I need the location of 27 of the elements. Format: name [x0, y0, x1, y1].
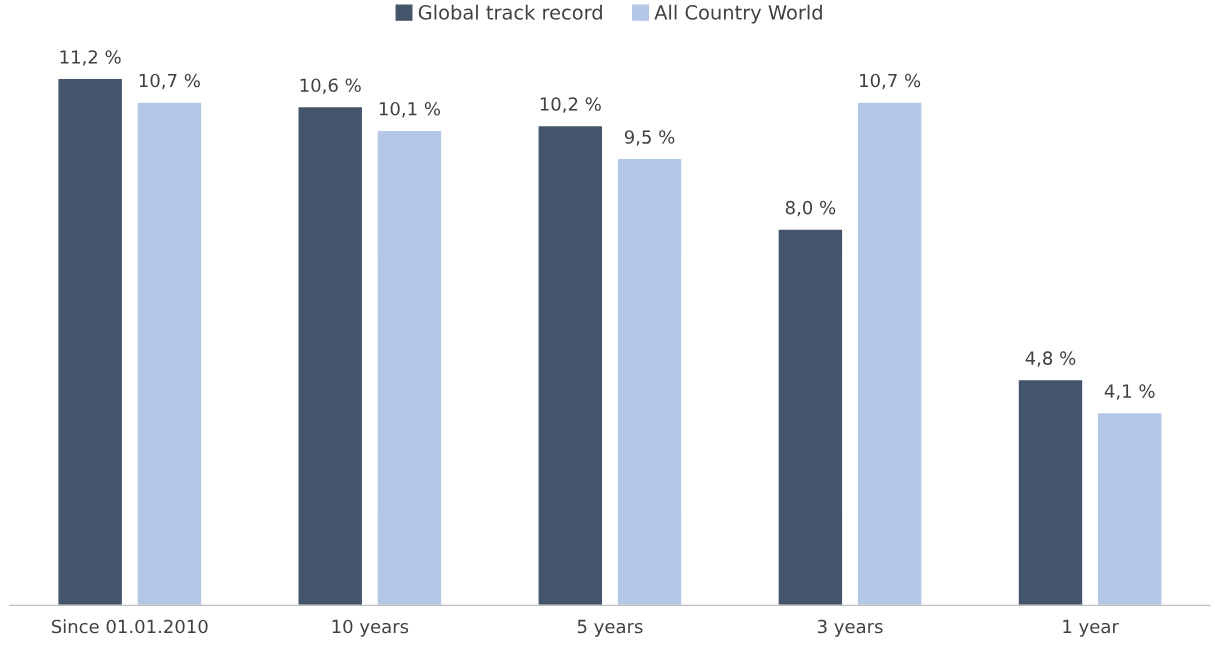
bar [57, 77, 124, 606]
bar [136, 101, 203, 606]
bar [297, 105, 364, 606]
x-tick-label: 5 years [577, 619, 643, 637]
data-label: 4,8 % [1025, 351, 1076, 367]
data-label: 8,0 % [785, 200, 836, 217]
legend-label: All Country World [654, 4, 822, 24]
data-label: 11,2 % [60, 50, 121, 66]
bar [376, 129, 443, 606]
x-tick-label: 10 years [332, 619, 409, 637]
data-label: 10,7 % [139, 73, 200, 90]
bar [537, 124, 604, 606]
bar [616, 157, 683, 606]
x-tick-label: Since 01.01.2010 [51, 619, 208, 634]
bar [1017, 378, 1084, 606]
bar [1096, 411, 1163, 606]
legend-label: Global track record [418, 4, 602, 20]
data-label: 10,1 % [379, 101, 441, 118]
data-label: 4,1 % [1104, 384, 1155, 400]
data-label: 9,5 % [624, 130, 675, 146]
data-label: 10,2 % [540, 97, 601, 113]
x-tick-label: 1 year [1063, 619, 1119, 637]
x-tick-label: 3 years [817, 619, 883, 637]
data-label: 10,7 % [860, 73, 921, 90]
bar [856, 101, 923, 606]
bar [777, 228, 844, 606]
data-label: 10,6 % [300, 78, 361, 94]
